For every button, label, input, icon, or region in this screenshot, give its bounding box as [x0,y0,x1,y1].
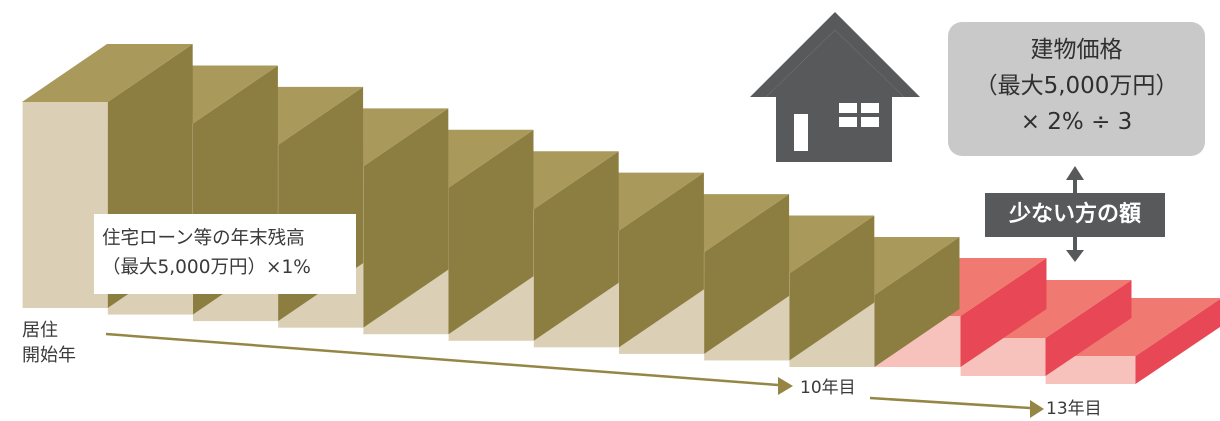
loan-balance-label: 住宅ローン等の年末残高 （最大5,000万円）×1% [94,214,356,294]
year-13-label: 13年目 [1046,399,1102,419]
house-icon [750,12,920,162]
price-line1: 建物価格 [948,32,1205,68]
right-arrow-icon [778,377,793,395]
building-price-box: 建物価格 （最大5,000万円） × 2% ÷ 3 [948,22,1205,156]
loan-balance-line2: （最大5,000万円）×1% [102,253,356,282]
price-line2: （最大5,000万円） [948,68,1205,104]
year-10-label: 10年目 [800,378,856,398]
start-year-line1: 居住 [22,318,76,343]
right-arrow-icon [1030,400,1044,418]
start-year-line2: 開始年 [22,343,76,368]
timeline-line-13 [870,398,1030,408]
loan-balance-line1: 住宅ローン等の年末残高 [102,224,356,253]
start-year-label: 居住 開始年 [22,318,76,368]
price-line3: × 2% ÷ 3 [948,104,1205,140]
lesser-amount-badge: 少ない方の額 [985,193,1165,237]
